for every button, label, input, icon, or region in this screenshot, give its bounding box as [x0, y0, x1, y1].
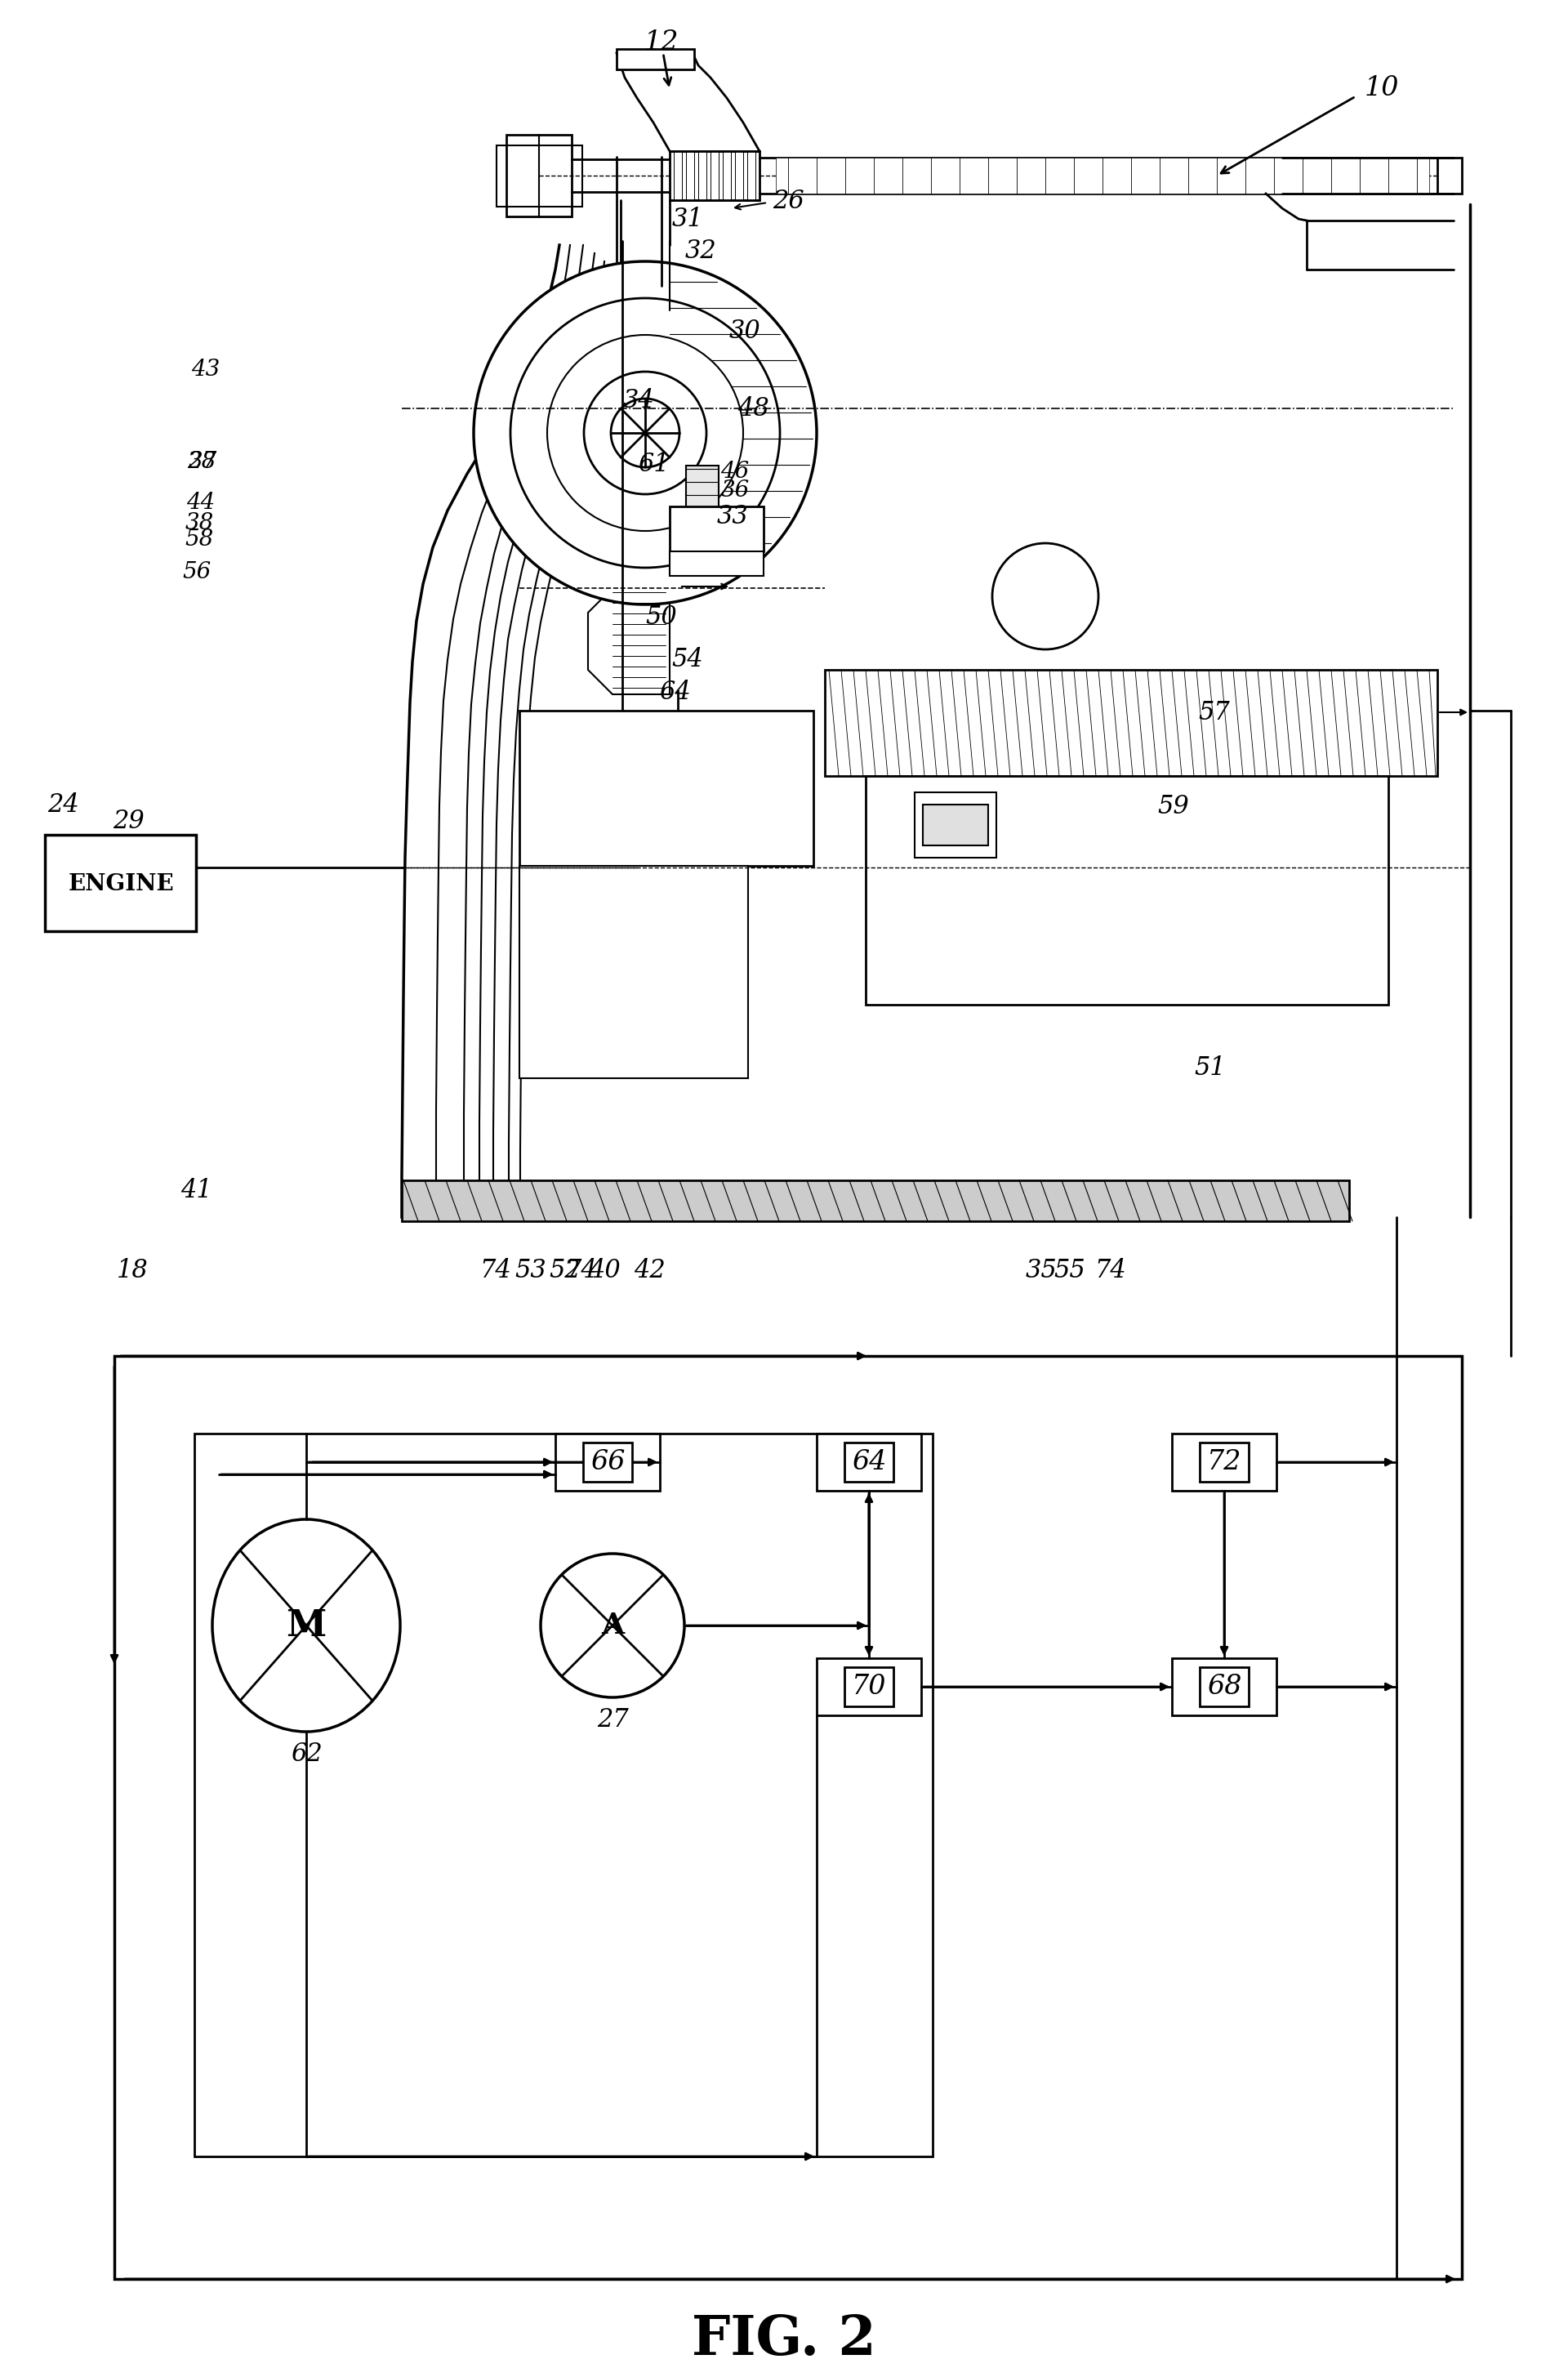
Bar: [817, 1659, 922, 1716]
Circle shape: [547, 335, 743, 530]
Bar: [735, 152, 743, 200]
Text: 59: 59: [1157, 794, 1190, 820]
Bar: [670, 152, 759, 200]
Bar: [555, 1433, 660, 1490]
Text: 18: 18: [116, 1257, 147, 1284]
Circle shape: [511, 297, 779, 568]
Bar: [497, 145, 582, 207]
Text: 66: 66: [590, 1450, 626, 1476]
Text: 36: 36: [721, 480, 750, 502]
Text: 29: 29: [113, 808, 144, 834]
Bar: [401, 1181, 1348, 1222]
Ellipse shape: [212, 1519, 400, 1733]
Bar: [710, 152, 718, 200]
Text: 68: 68: [1207, 1673, 1242, 1700]
Text: 54: 54: [671, 647, 704, 673]
Bar: [817, 1433, 922, 1490]
Text: 32: 32: [685, 238, 717, 264]
Text: 10: 10: [1364, 76, 1399, 102]
Text: 31: 31: [671, 207, 704, 231]
Text: 30: 30: [729, 319, 760, 345]
Bar: [723, 152, 731, 200]
Bar: [687, 152, 695, 200]
Text: 41: 41: [180, 1177, 212, 1203]
Bar: [616, 50, 695, 69]
Text: 74: 74: [566, 1257, 597, 1284]
Text: 38: 38: [185, 511, 213, 535]
Text: 56: 56: [182, 561, 212, 582]
Text: 74: 74: [480, 1257, 511, 1284]
Text: 42: 42: [633, 1257, 665, 1284]
Text: 26: 26: [773, 188, 804, 214]
Bar: [45, 834, 196, 932]
Bar: [670, 506, 764, 551]
Text: 34: 34: [622, 387, 654, 414]
Text: 58: 58: [185, 528, 213, 549]
Text: 72: 72: [1207, 1450, 1242, 1476]
Bar: [519, 865, 748, 1079]
Bar: [748, 152, 756, 200]
Bar: [914, 792, 996, 858]
Circle shape: [474, 261, 817, 604]
Text: 51: 51: [1195, 1055, 1226, 1079]
Text: 43: 43: [191, 359, 220, 380]
Bar: [1171, 1433, 1276, 1490]
Bar: [670, 551, 764, 575]
Text: 27: 27: [597, 1707, 629, 1733]
Text: 33: 33: [717, 504, 748, 530]
Text: FIG. 2: FIG. 2: [691, 2313, 877, 2367]
Text: 44: 44: [187, 492, 215, 513]
Bar: [866, 775, 1388, 1005]
Bar: [674, 152, 682, 200]
Text: M: M: [285, 1607, 326, 1643]
Text: 74: 74: [1094, 1257, 1126, 1284]
Bar: [506, 135, 572, 216]
Text: 46: 46: [721, 461, 750, 483]
Text: 52: 52: [549, 1257, 582, 1284]
Text: 64: 64: [659, 680, 690, 704]
Text: 12: 12: [644, 29, 679, 55]
Bar: [194, 1433, 933, 2156]
Text: 37: 37: [188, 452, 216, 473]
Bar: [1171, 1659, 1276, 1716]
Circle shape: [612, 399, 679, 468]
Bar: [687, 466, 718, 573]
Text: 48: 48: [737, 395, 768, 421]
Bar: [519, 711, 814, 865]
Bar: [924, 803, 988, 846]
Circle shape: [583, 371, 707, 494]
Text: 62: 62: [290, 1742, 321, 1766]
Text: 40: 40: [588, 1257, 621, 1284]
Text: 35: 35: [1025, 1257, 1057, 1284]
Bar: [114, 1355, 1461, 2280]
Text: 70: 70: [851, 1673, 886, 1700]
Bar: [1438, 157, 1461, 193]
Text: 64: 64: [851, 1450, 886, 1476]
Text: 61: 61: [638, 452, 670, 478]
Bar: [776, 157, 1428, 193]
Bar: [825, 670, 1438, 775]
Text: 28: 28: [187, 452, 216, 473]
Bar: [698, 152, 707, 200]
Text: 57: 57: [1198, 699, 1231, 725]
Text: A: A: [601, 1612, 624, 1640]
Text: 50: 50: [646, 604, 677, 630]
Polygon shape: [588, 587, 670, 694]
Circle shape: [541, 1555, 684, 1697]
Text: ENGINE: ENGINE: [67, 872, 174, 894]
Text: 24: 24: [47, 792, 78, 818]
Circle shape: [993, 544, 1099, 649]
Text: 55: 55: [1054, 1257, 1085, 1284]
Text: 53: 53: [514, 1257, 547, 1284]
